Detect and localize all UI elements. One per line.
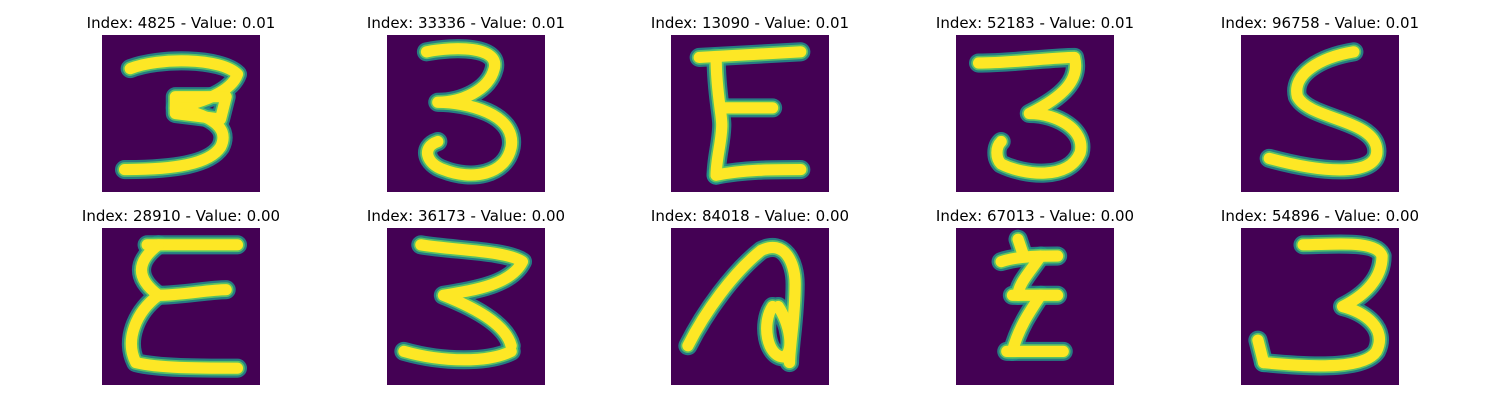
panel-title: Index: 67013 - Value: 0.00 xyxy=(935,207,1135,225)
digit-panel-10: Index: 54896 - Value: 0.00 xyxy=(1190,205,1450,385)
digit-panel-1: Index: 4825 - Value: 0.01 xyxy=(51,12,311,192)
digit-image xyxy=(671,35,829,192)
digit-panel-5: Index: 96758 - Value: 0.01 xyxy=(1190,12,1450,192)
panel-title: Index: 13090 - Value: 0.01 xyxy=(650,14,850,32)
digit-panel-2: Index: 33336 - Value: 0.01 xyxy=(336,12,596,192)
panel-title: Index: 33336 - Value: 0.01 xyxy=(366,14,566,32)
panel-title: Index: 84018 - Value: 0.00 xyxy=(650,207,850,225)
panel-title: Index: 36173 - Value: 0.00 xyxy=(366,207,566,225)
digit-image xyxy=(102,228,260,385)
panel-title: Index: 4825 - Value: 0.01 xyxy=(86,14,276,32)
digit-panel-8: Index: 84018 - Value: 0.00 xyxy=(620,205,880,385)
digit-image xyxy=(387,228,545,385)
digit-panel-3: Index: 13090 - Value: 0.01 xyxy=(620,12,880,192)
panel-title: Index: 52183 - Value: 0.01 xyxy=(935,14,1135,32)
digit-panel-9: Index: 67013 - Value: 0.00 xyxy=(905,205,1165,385)
digit-image xyxy=(102,35,260,192)
panel-title: Index: 96758 - Value: 0.01 xyxy=(1220,14,1420,32)
digit-panel-6: Index: 28910 - Value: 0.00 xyxy=(51,205,311,385)
panel-title: Index: 54896 - Value: 0.00 xyxy=(1220,207,1420,225)
digit-image xyxy=(387,35,545,192)
digit-panel-4: Index: 52183 - Value: 0.01 xyxy=(905,12,1165,192)
digit-image xyxy=(1241,228,1399,385)
digit-image xyxy=(956,35,1114,192)
digit-image xyxy=(956,228,1114,385)
panel-title: Index: 28910 - Value: 0.00 xyxy=(81,207,281,225)
digit-panel-7: Index: 36173 - Value: 0.00 xyxy=(336,205,596,385)
digit-image xyxy=(671,228,829,385)
digit-image xyxy=(1241,35,1399,192)
